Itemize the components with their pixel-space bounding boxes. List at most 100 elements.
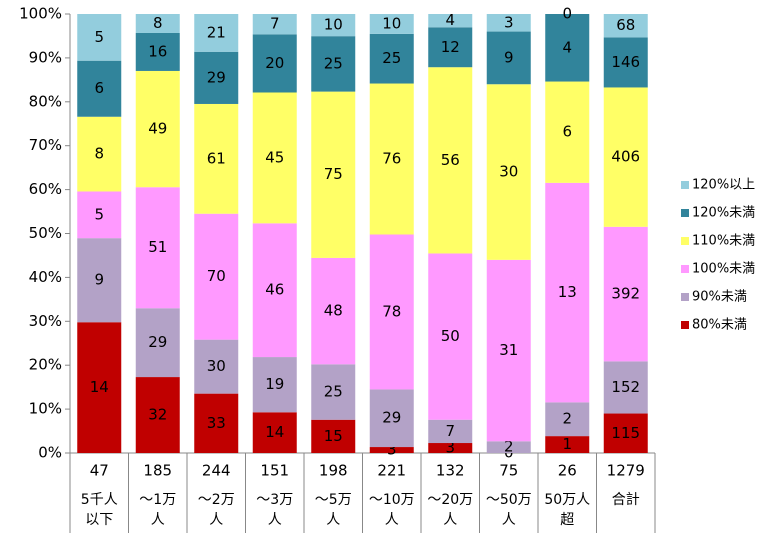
bar-segment — [369, 14, 414, 34]
data-label: 2 — [504, 438, 514, 456]
data-label: 30 — [207, 357, 226, 375]
bar-segment — [603, 87, 648, 227]
data-label: 146 — [611, 53, 640, 71]
bar-segment — [311, 419, 356, 453]
data-label: 2 — [562, 410, 572, 428]
bar-segment — [194, 103, 239, 214]
data-label: 5 — [94, 28, 104, 46]
data-label: 8 — [153, 14, 163, 32]
data-label: 14 — [90, 378, 109, 396]
x-tick-label: 以下 — [85, 512, 113, 528]
data-label: 152 — [611, 378, 640, 396]
data-label: 4 — [562, 38, 572, 56]
bar-segment — [194, 393, 239, 453]
data-label: 406 — [611, 148, 640, 166]
data-label: 19 — [265, 375, 284, 393]
data-label: 12 — [441, 38, 460, 56]
x-tick-label: 人 — [209, 512, 223, 528]
data-label: 4 — [445, 11, 455, 29]
bar-segment — [428, 27, 473, 68]
data-label: 5 — [94, 205, 104, 223]
data-label: 7 — [445, 422, 455, 440]
y-tick-label: 10% — [29, 400, 62, 418]
total-label: 151 — [260, 462, 289, 480]
data-label: 1 — [562, 435, 572, 453]
bar-segment — [194, 51, 239, 104]
legend-label: 120%以上 — [692, 178, 755, 193]
y-tick-label: 100% — [19, 5, 62, 23]
data-label: 8 — [94, 145, 104, 163]
x-tick-label: 5千人 — [81, 492, 118, 508]
bar-segment — [603, 361, 648, 414]
data-label: 46 — [265, 281, 284, 299]
x-tick-label: ～3万 — [256, 492, 293, 508]
legend-swatch — [681, 293, 689, 301]
x-tick-label: 人 — [502, 512, 516, 528]
legend-label: 120%未満 — [692, 206, 755, 221]
data-label: 29 — [148, 333, 167, 351]
bar-segment — [252, 357, 297, 413]
x-tick-label: 超 — [560, 512, 574, 528]
y-tick-label: 80% — [29, 92, 62, 110]
data-label: 49 — [148, 120, 167, 138]
bar-segment — [252, 34, 297, 93]
data-label: 6 — [94, 79, 104, 97]
bar-segment — [77, 116, 122, 192]
bar-segment — [486, 14, 531, 32]
data-label: 25 — [382, 49, 401, 67]
bar-segment — [135, 70, 180, 188]
bar-segment — [252, 412, 297, 453]
data-label: 76 — [382, 150, 401, 168]
data-label: 9 — [504, 48, 514, 66]
legend-label: 110%未満 — [692, 234, 755, 249]
legend-label: 80%未満 — [692, 318, 747, 333]
data-label: 14 — [265, 423, 284, 441]
data-label: 0 — [562, 5, 572, 23]
total-label: 244 — [202, 462, 231, 480]
data-label: 78 — [382, 302, 401, 320]
data-label: 31 — [499, 341, 518, 359]
bar-segment — [603, 413, 648, 453]
data-label: 13 — [558, 283, 577, 301]
data-label: 3 — [445, 439, 455, 457]
bar-segment — [369, 447, 414, 453]
data-label: 56 — [441, 151, 460, 169]
total-label: 185 — [143, 462, 172, 480]
legend-swatch — [681, 321, 689, 329]
data-label: 16 — [148, 42, 167, 60]
bar-segment — [603, 37, 648, 88]
bar-segment — [545, 402, 590, 437]
data-label: 32 — [148, 406, 167, 424]
bar-segment — [252, 223, 297, 358]
bar-segment — [369, 234, 414, 390]
data-label: 48 — [324, 302, 343, 320]
total-label: 221 — [377, 462, 406, 480]
bar-segment — [194, 213, 239, 340]
bar-segment — [369, 389, 414, 448]
data-label: 25 — [324, 54, 343, 72]
bar-segment — [545, 436, 590, 453]
legend-swatch — [681, 237, 689, 245]
bar-segment — [369, 33, 414, 84]
bar-segment — [486, 441, 531, 453]
bar-segment — [77, 238, 122, 323]
total-label: 198 — [319, 462, 348, 480]
bar-segment — [135, 32, 180, 71]
total-label: 47 — [90, 462, 109, 480]
bar-segment — [252, 92, 297, 224]
data-label: 61 — [207, 149, 226, 167]
x-tick-label: 50万人 — [544, 492, 590, 508]
legend-label: 100%未満 — [692, 262, 755, 277]
y-tick-label: 90% — [29, 48, 62, 66]
data-label: 15 — [324, 427, 343, 445]
data-label: 25 — [324, 383, 343, 401]
bar-segment — [486, 259, 531, 442]
bar-segment — [428, 14, 473, 28]
bar-segment — [252, 14, 297, 35]
data-label: 45 — [265, 148, 284, 166]
data-label: 3 — [387, 441, 397, 459]
bar-segment — [194, 14, 239, 52]
data-label: 3 — [504, 13, 514, 31]
x-tick-label: 人 — [326, 512, 340, 528]
bar-segment — [486, 84, 531, 260]
